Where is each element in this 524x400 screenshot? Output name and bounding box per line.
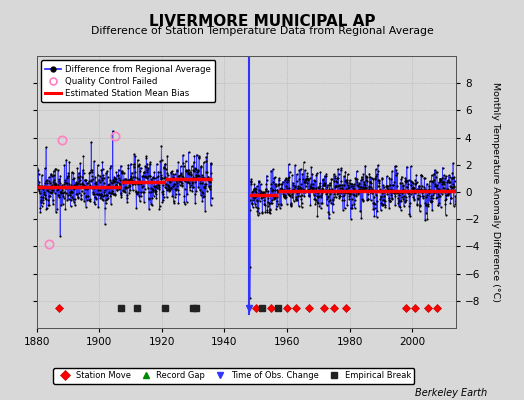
Text: Berkeley Earth: Berkeley Earth [415,388,487,398]
Text: LIVERMORE MUNICIPAL AP: LIVERMORE MUNICIPAL AP [149,14,375,29]
Legend: Station Move, Record Gap, Time of Obs. Change, Empirical Break: Station Move, Record Gap, Time of Obs. C… [53,368,414,384]
Y-axis label: Monthly Temperature Anomaly Difference (°C): Monthly Temperature Anomaly Difference (… [492,82,500,302]
Text: Difference of Station Temperature Data from Regional Average: Difference of Station Temperature Data f… [91,26,433,36]
